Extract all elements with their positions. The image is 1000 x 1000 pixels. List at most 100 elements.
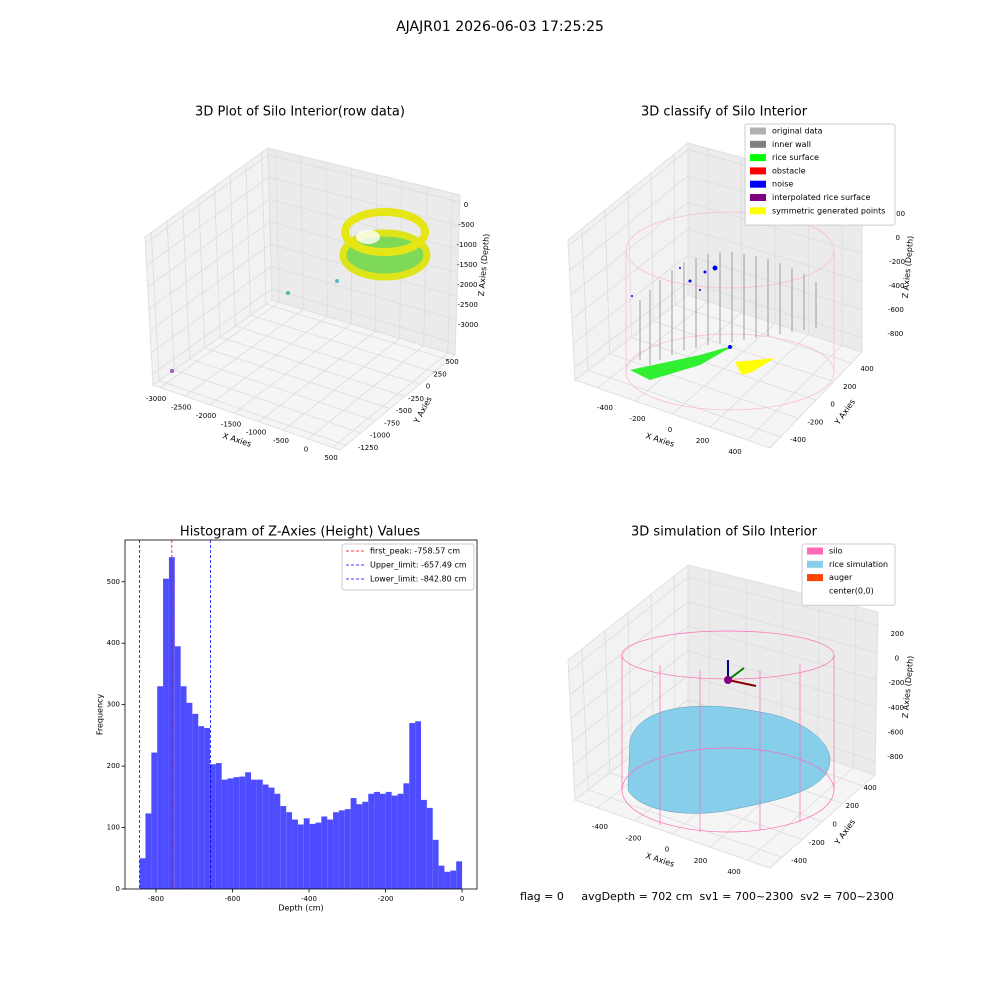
bar bbox=[292, 819, 298, 889]
bar bbox=[415, 721, 421, 889]
bar bbox=[456, 861, 463, 889]
bar bbox=[391, 795, 398, 889]
legend-label: Lower_limit: -842.80 cm bbox=[370, 575, 467, 584]
bar bbox=[186, 702, 193, 889]
legend-label: center(0,0) bbox=[829, 586, 874, 595]
x-tick-label: -600 bbox=[225, 895, 241, 903]
z-tick-label: -1000 bbox=[457, 241, 477, 249]
bar bbox=[432, 839, 439, 889]
bar bbox=[250, 779, 257, 889]
legend-label: silo bbox=[829, 547, 843, 556]
y-tick-label: 200 bbox=[846, 802, 859, 810]
rice-simulation bbox=[627, 705, 831, 814]
x-tick-label: -400 bbox=[597, 404, 613, 412]
x-tick-label: -2500 bbox=[171, 403, 191, 411]
bar bbox=[180, 686, 187, 889]
outlier bbox=[335, 279, 339, 283]
grid-line bbox=[182, 209, 376, 422]
grid-line bbox=[673, 154, 852, 364]
y-tick-label: -400 bbox=[791, 857, 807, 865]
bar bbox=[168, 557, 175, 889]
y-tick-label: -1000 bbox=[370, 432, 390, 440]
chart-title: 3D Plot of Silo Interior(row data) bbox=[195, 105, 405, 120]
grid-line bbox=[604, 630, 803, 840]
bar bbox=[157, 686, 164, 889]
x-tick-label: 200 bbox=[696, 437, 709, 445]
bar bbox=[151, 752, 158, 889]
grid-line bbox=[571, 228, 863, 320]
bar bbox=[385, 791, 392, 889]
bar bbox=[438, 865, 445, 889]
bar bbox=[198, 726, 205, 889]
x-tick-label: -400 bbox=[301, 895, 317, 903]
footer: flag = 0 avgDepth = 702 cm sv1 = 700~230… bbox=[520, 890, 894, 903]
decorations bbox=[170, 208, 835, 833]
x-tick-label: -2000 bbox=[196, 412, 216, 420]
bar bbox=[327, 819, 334, 889]
z-tick-label: -800 bbox=[887, 753, 903, 761]
x-tick-label: 0 bbox=[304, 446, 308, 454]
x-tick-label: -500 bbox=[273, 437, 289, 445]
noise bbox=[631, 265, 732, 349]
x-tick-label: -1500 bbox=[221, 420, 241, 428]
legend-swatch bbox=[807, 560, 823, 568]
legend-label: symmetric generated points bbox=[772, 206, 885, 215]
grid-line bbox=[152, 288, 456, 375]
grid-line bbox=[573, 674, 876, 766]
grid-line bbox=[569, 601, 878, 696]
bar bbox=[362, 801, 369, 889]
axis-label: X Axies bbox=[645, 851, 676, 869]
y-tick-label: -1250 bbox=[358, 444, 378, 452]
bar bbox=[350, 798, 357, 889]
legend-label: rice surface bbox=[772, 153, 819, 162]
bar bbox=[450, 870, 457, 889]
bar bbox=[374, 791, 380, 889]
grid-line bbox=[747, 606, 857, 861]
bar bbox=[397, 793, 404, 889]
y-tick-label: 250 bbox=[433, 370, 446, 378]
y-tick-label: -250 bbox=[408, 395, 424, 403]
z-tick-label: -600 bbox=[888, 728, 904, 736]
bar bbox=[333, 812, 339, 889]
x-tick-label: -3000 bbox=[146, 395, 166, 403]
grid-line bbox=[650, 172, 834, 382]
z-tick-label: -1500 bbox=[457, 261, 477, 269]
bar bbox=[286, 812, 293, 889]
bar bbox=[204, 728, 210, 889]
legend-swatch bbox=[750, 154, 766, 162]
y-tick-label: -400 bbox=[790, 436, 806, 444]
x-tick-label: -400 bbox=[592, 823, 608, 831]
z-tick-label: 200 bbox=[892, 210, 905, 218]
x-tick-label: -200 bbox=[630, 415, 646, 423]
legend-swatch bbox=[750, 180, 766, 188]
outlier bbox=[286, 291, 290, 295]
x-tick-label: -800 bbox=[148, 895, 164, 903]
grid-line bbox=[570, 202, 863, 296]
bar bbox=[274, 793, 281, 889]
grid-line bbox=[332, 193, 453, 448]
bar bbox=[245, 772, 251, 889]
grid-line bbox=[604, 210, 799, 419]
bar bbox=[280, 806, 287, 889]
x-tick-label: 0 bbox=[665, 846, 669, 854]
z-tick-label: -500 bbox=[458, 221, 474, 229]
bar bbox=[409, 723, 416, 889]
grid-line bbox=[258, 174, 378, 423]
grid-line bbox=[581, 649, 783, 858]
y-tick-label: 400 bbox=[860, 365, 873, 373]
legend-swatch bbox=[807, 574, 823, 582]
chart-title: 3D simulation of Silo Interior bbox=[631, 525, 818, 540]
axis-label: Depth (cm) bbox=[278, 904, 323, 913]
bar bbox=[233, 777, 240, 889]
z-tick-label: -400 bbox=[889, 282, 905, 290]
legend-swatch bbox=[750, 140, 766, 148]
x-tick-label: -1000 bbox=[246, 429, 266, 437]
bar bbox=[209, 764, 216, 889]
bar bbox=[344, 809, 351, 889]
grid-line bbox=[150, 232, 347, 446]
outlier bbox=[170, 369, 174, 373]
chart-title: Histogram of Z-Axies (Height) Values bbox=[180, 525, 420, 540]
inner-wall bbox=[639, 252, 817, 365]
legend-label: inner wall bbox=[772, 140, 811, 149]
grid-line bbox=[570, 625, 877, 719]
